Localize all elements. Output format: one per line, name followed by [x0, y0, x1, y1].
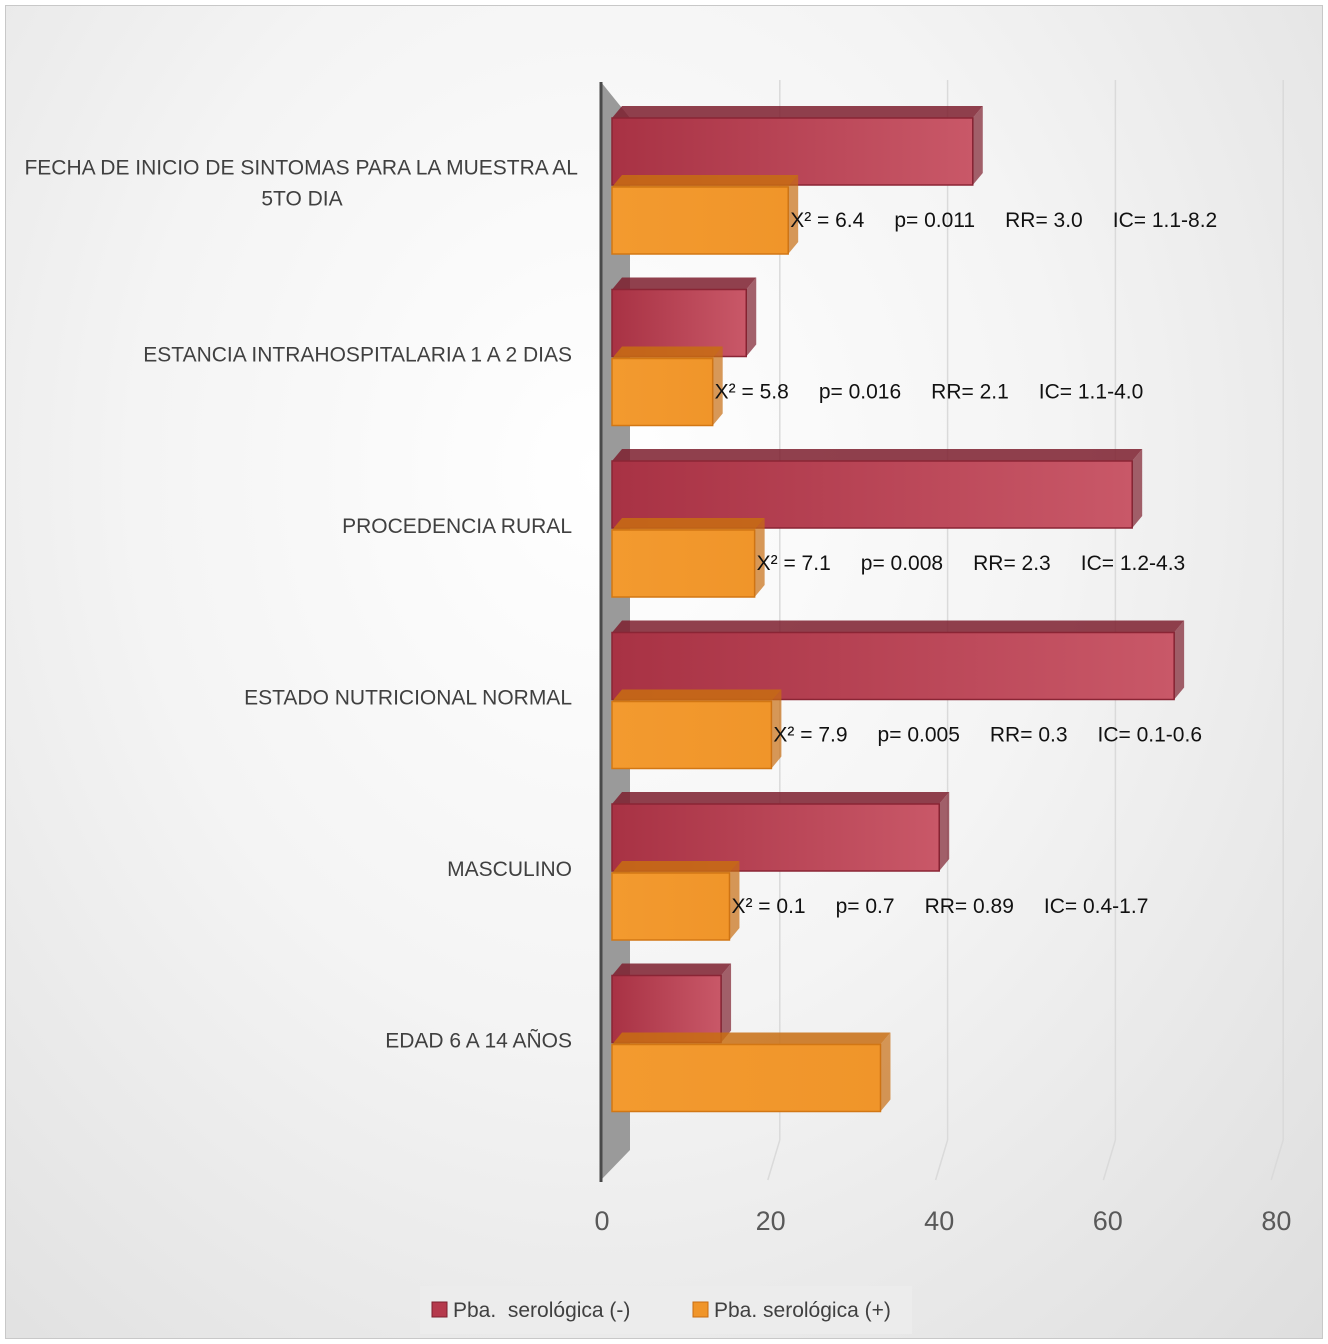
stat-value: IC= 0.1-0.6 [1098, 724, 1202, 747]
gridline [767, 1139, 781, 1181]
stat-value: RR= 0.89 [925, 895, 1014, 918]
bar-end [972, 106, 983, 185]
bar-end [1132, 449, 1143, 528]
category-label: FECHA DE INICIO DE SINTOMAS PARA LA MUES… [24, 157, 578, 180]
x-tick-label: 0 [594, 1206, 609, 1236]
x-tick-label: 60 [1093, 1206, 1123, 1236]
gridline [1270, 1139, 1284, 1181]
bar-top [612, 620, 1185, 633]
category-label: PROCEDENCIA RURAL [342, 515, 572, 538]
stat-value: X² = 6.4 [790, 209, 864, 232]
bar-end [746, 277, 757, 357]
bar-end [771, 689, 782, 769]
stat-value: IC= 1.2-4.3 [1081, 552, 1185, 575]
gridline [934, 1139, 949, 1181]
stat-value: p= 0.008 [861, 552, 943, 575]
legend-swatch [431, 1301, 448, 1318]
stat-value: RR= 3.0 [1005, 209, 1083, 232]
stat-value: X² = 7.9 [773, 724, 847, 747]
bar-positive [611, 1043, 882, 1113]
bar-positive [611, 700, 773, 770]
x-tick-label: 80 [1261, 1206, 1291, 1236]
stat-value: p= 0.7 [836, 895, 895, 918]
category-label: MASCULINO [447, 858, 572, 881]
stat-value: RR= 2.1 [931, 381, 1009, 404]
bar-negative [611, 803, 940, 872]
bar-end [721, 963, 732, 1043]
stat-value: p= 0.016 [819, 381, 901, 404]
bar-end [788, 175, 799, 254]
gridline [1102, 1139, 1117, 1181]
bar-top [612, 861, 740, 873]
category-label: ESTANCIA INTRAHOSPITALARIA 1 A 2 DIAS [143, 344, 572, 367]
stat-value: X² = 7.1 [757, 552, 831, 575]
stat-annotation: X² = 7.1 p= 0.008 RR= 2.3 IC= 1.2-4.3 [757, 552, 1186, 575]
bar-top [612, 963, 732, 976]
stat-value: X² = 5.8 [715, 381, 789, 404]
legend-label: Pba. serológica (-) [453, 1299, 630, 1322]
legend-swatch [692, 1301, 709, 1318]
bar-negative [611, 117, 974, 186]
stat-value: IC= 1.1-8.2 [1113, 209, 1217, 232]
bar-negative [611, 974, 722, 1044]
stat-annotation: X² = 7.9 p= 0.005 RR= 0.3 IC= 0.1-0.6 [773, 724, 1202, 747]
bar-negative [611, 288, 747, 358]
stat-value: IC= 1.1-4.0 [1039, 381, 1143, 404]
x-tick-label: 40 [924, 1206, 954, 1236]
bar-end [712, 346, 723, 426]
bar-top [612, 449, 1143, 461]
stat-value: X² = 0.1 [731, 895, 805, 918]
stat-value: p= 0.005 [878, 724, 960, 747]
stat-value: IC= 0.4-1.7 [1044, 895, 1148, 918]
bar-top [612, 792, 950, 804]
bar-top [612, 106, 983, 118]
bar-positive [611, 186, 789, 255]
bar-end [1174, 620, 1185, 700]
category-label: 5TO DIA [261, 188, 342, 211]
bar-top [612, 175, 799, 187]
bar-negative [611, 460, 1133, 529]
x-tick-label: 20 [756, 1206, 786, 1236]
bar-top [612, 689, 782, 702]
bar-top [612, 346, 723, 359]
stat-value: p= 0.011 [894, 209, 975, 232]
stat-value: RR= 0.3 [990, 724, 1068, 747]
bar-top [612, 1032, 891, 1045]
bar-end [754, 518, 765, 597]
bar-end [939, 792, 950, 871]
category-label: EDAD 6 A 14 AÑOS [385, 1029, 572, 1053]
stat-value: RR= 2.3 [973, 552, 1051, 575]
bar-positive [611, 357, 714, 427]
category-label: ESTADO NUTRICIONAL NORMAL [244, 687, 572, 710]
stat-annotation: X² = 6.4 p= 0.011 RR= 3.0 IC= 1.1-8.2 [790, 209, 1217, 232]
bar-negative [611, 631, 1175, 701]
bar-end [880, 1032, 891, 1112]
legend-box [420, 1286, 912, 1334]
bar-top [612, 518, 765, 530]
bar-positive [611, 872, 731, 941]
legend-label: Pba. serológica (+) [714, 1299, 891, 1322]
stat-annotation: X² = 0.1 p= 0.7 RR= 0.89 IC= 0.4-1.7 [731, 895, 1148, 918]
bar-top [612, 277, 757, 290]
bar-end [729, 861, 740, 940]
bar-positive [611, 529, 756, 598]
stat-annotation: X² = 5.8 p= 0.016 RR= 2.1 IC= 1.1-4.0 [715, 381, 1144, 404]
